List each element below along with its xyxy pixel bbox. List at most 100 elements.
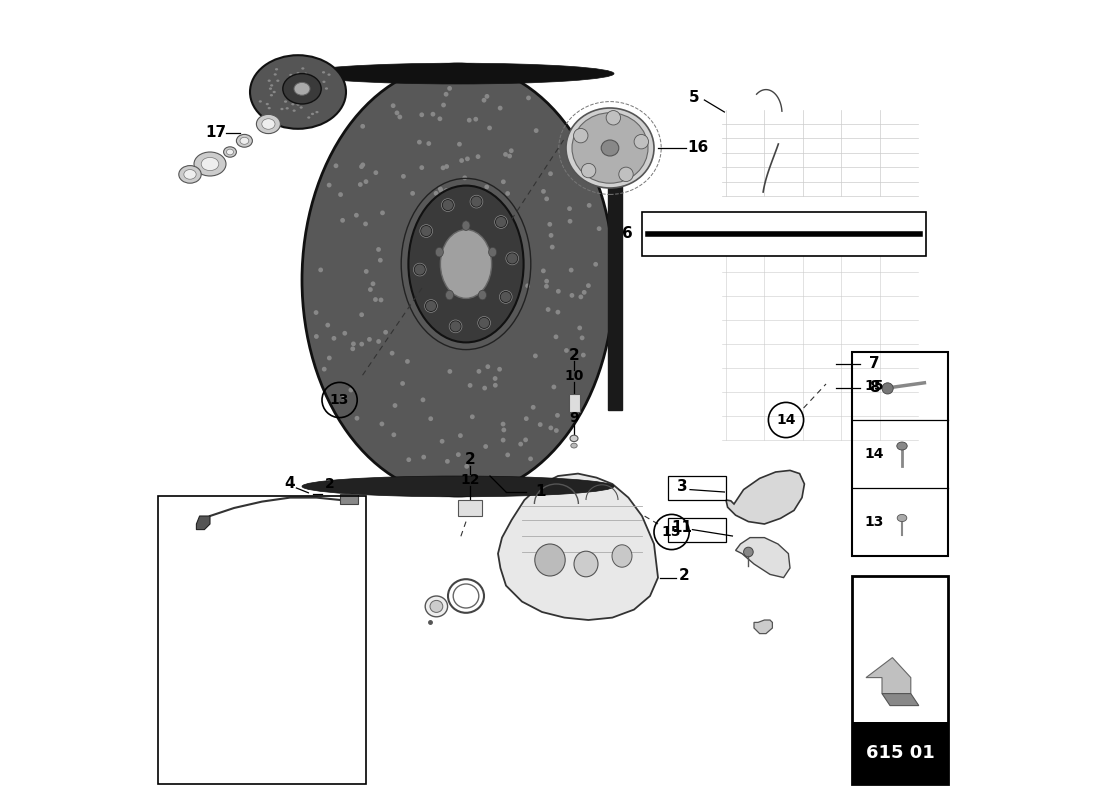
Ellipse shape (568, 206, 572, 211)
Ellipse shape (443, 92, 449, 97)
Ellipse shape (367, 337, 372, 342)
Circle shape (634, 134, 649, 149)
Ellipse shape (526, 283, 530, 288)
Ellipse shape (317, 90, 319, 94)
Ellipse shape (578, 326, 582, 330)
Ellipse shape (395, 110, 399, 115)
Text: 15: 15 (662, 525, 681, 539)
Text: 2: 2 (326, 477, 334, 491)
Ellipse shape (383, 330, 388, 334)
Ellipse shape (392, 432, 396, 437)
Ellipse shape (267, 107, 271, 110)
Ellipse shape (439, 188, 443, 193)
Ellipse shape (340, 218, 345, 222)
Ellipse shape (294, 82, 310, 95)
Ellipse shape (271, 84, 273, 86)
Ellipse shape (284, 100, 287, 102)
Ellipse shape (495, 217, 507, 228)
Ellipse shape (503, 152, 508, 157)
Ellipse shape (541, 269, 546, 274)
Ellipse shape (500, 291, 512, 302)
Ellipse shape (441, 102, 446, 107)
Ellipse shape (240, 138, 249, 144)
Ellipse shape (363, 222, 368, 226)
Ellipse shape (531, 405, 536, 410)
Polygon shape (754, 620, 772, 634)
Ellipse shape (593, 262, 598, 266)
Ellipse shape (326, 322, 330, 327)
Ellipse shape (544, 284, 549, 289)
Ellipse shape (417, 140, 421, 145)
Ellipse shape (526, 95, 531, 100)
Ellipse shape (602, 140, 619, 156)
Ellipse shape (327, 355, 332, 360)
Ellipse shape (289, 74, 293, 76)
Ellipse shape (405, 359, 410, 364)
Ellipse shape (419, 112, 425, 117)
Ellipse shape (468, 383, 473, 388)
Ellipse shape (493, 383, 497, 388)
Ellipse shape (389, 350, 395, 355)
Ellipse shape (554, 428, 559, 433)
Ellipse shape (306, 78, 308, 80)
Ellipse shape (564, 348, 569, 353)
Ellipse shape (296, 72, 299, 74)
Ellipse shape (324, 87, 328, 90)
Ellipse shape (458, 433, 463, 438)
Ellipse shape (498, 106, 503, 110)
Ellipse shape (314, 310, 319, 315)
Ellipse shape (301, 67, 305, 70)
Ellipse shape (194, 152, 226, 176)
Ellipse shape (553, 334, 559, 339)
Ellipse shape (406, 458, 411, 462)
Ellipse shape (487, 126, 492, 130)
Ellipse shape (582, 290, 586, 294)
Ellipse shape (462, 221, 470, 230)
Ellipse shape (299, 106, 303, 109)
Ellipse shape (448, 369, 452, 374)
Ellipse shape (431, 481, 436, 486)
Ellipse shape (441, 166, 446, 170)
Ellipse shape (476, 369, 482, 374)
Ellipse shape (381, 210, 385, 215)
Ellipse shape (354, 213, 359, 218)
Ellipse shape (550, 245, 554, 250)
Text: 10: 10 (564, 369, 584, 383)
Ellipse shape (473, 117, 478, 122)
Ellipse shape (378, 258, 383, 262)
Ellipse shape (549, 233, 553, 238)
Ellipse shape (311, 99, 315, 102)
Ellipse shape (316, 111, 319, 114)
Text: 11: 11 (671, 521, 693, 535)
Ellipse shape (373, 297, 378, 302)
Ellipse shape (538, 422, 542, 427)
Text: 2: 2 (464, 453, 475, 467)
Ellipse shape (556, 289, 561, 294)
Ellipse shape (292, 103, 295, 106)
Ellipse shape (546, 307, 550, 312)
Ellipse shape (438, 117, 442, 122)
Ellipse shape (568, 219, 572, 224)
Ellipse shape (482, 98, 486, 102)
Bar (158, 496, 366, 784)
Ellipse shape (484, 185, 490, 190)
Ellipse shape (349, 387, 353, 392)
Bar (852, 576, 948, 784)
Ellipse shape (450, 321, 461, 332)
Ellipse shape (534, 354, 538, 358)
Bar (340, 494, 358, 504)
Ellipse shape (361, 124, 365, 129)
Ellipse shape (307, 116, 310, 118)
Ellipse shape (287, 78, 290, 80)
Ellipse shape (464, 464, 469, 469)
Ellipse shape (586, 283, 591, 288)
Polygon shape (736, 538, 790, 578)
Ellipse shape (274, 74, 277, 76)
Ellipse shape (302, 476, 614, 497)
Ellipse shape (458, 142, 462, 146)
Text: 4: 4 (285, 477, 295, 491)
Ellipse shape (293, 110, 296, 112)
Ellipse shape (556, 413, 560, 418)
Ellipse shape (505, 453, 510, 458)
Ellipse shape (507, 154, 512, 158)
